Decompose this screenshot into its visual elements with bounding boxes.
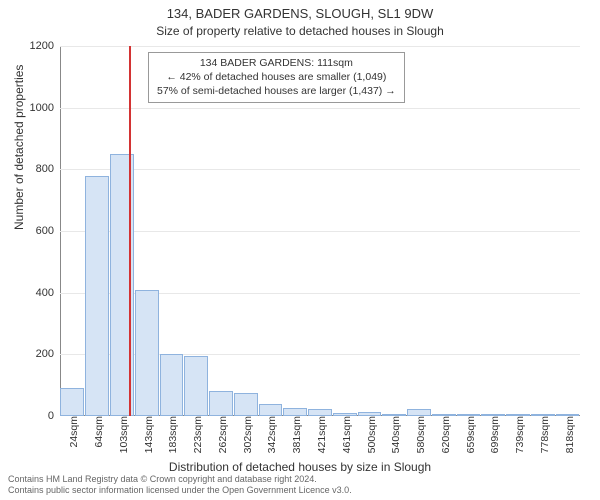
- histogram-bar: [160, 354, 184, 416]
- x-tick-label: 461sqm: [337, 416, 353, 453]
- y-axis-label: Number of detached properties: [12, 65, 26, 230]
- x-axis-label: Distribution of detached houses by size …: [0, 460, 600, 474]
- footer-line-2: Contains public sector information licen…: [8, 485, 352, 496]
- info-box: 134 BADER GARDENS: 111sqm ← 42% of detac…: [148, 52, 405, 103]
- histogram-bar: [308, 409, 332, 416]
- highlight-line: [129, 46, 131, 416]
- info-line-1: 134 BADER GARDENS: 111sqm: [157, 56, 396, 70]
- x-tick-label: 540sqm: [386, 416, 402, 453]
- histogram-bar: [234, 393, 258, 416]
- x-tick-label: 302sqm: [238, 416, 254, 453]
- histogram-bar: [283, 408, 307, 416]
- gridline: [60, 46, 580, 47]
- histogram-bar: [85, 176, 109, 417]
- info-line-2: ← 42% of detached houses are smaller (1,…: [157, 70, 396, 84]
- plot-area: 02004006008001000120024sqm64sqm103sqm143…: [60, 46, 580, 416]
- x-tick-label: 500sqm: [362, 416, 378, 453]
- x-tick-label: 739sqm: [510, 416, 526, 453]
- x-tick-label: 143sqm: [139, 416, 155, 453]
- page-subtitle: Size of property relative to detached ho…: [0, 24, 600, 38]
- y-tick-label: 800: [36, 163, 60, 175]
- x-tick-label: 64sqm: [89, 416, 105, 448]
- footer: Contains HM Land Registry data © Crown c…: [8, 474, 352, 496]
- x-tick-label: 699sqm: [485, 416, 501, 453]
- y-tick-label: 400: [36, 287, 60, 299]
- info-line-3: 57% of semi-detached houses are larger (…: [157, 84, 396, 98]
- histogram-bar: [407, 409, 431, 416]
- histogram-bar: [184, 356, 208, 416]
- x-tick-label: 103sqm: [114, 416, 130, 453]
- histogram-bar: [135, 290, 159, 416]
- x-tick-label: 24sqm: [64, 416, 80, 448]
- histogram-bar: [259, 404, 283, 416]
- footer-line-1: Contains HM Land Registry data © Crown c…: [8, 474, 352, 485]
- x-tick-label: 262sqm: [213, 416, 229, 453]
- x-tick-label: 421sqm: [312, 416, 328, 453]
- gridline: [60, 231, 580, 232]
- x-tick-label: 342sqm: [262, 416, 278, 453]
- x-tick-label: 580sqm: [411, 416, 427, 453]
- y-tick-label: 1200: [30, 40, 60, 52]
- x-tick-label: 659sqm: [461, 416, 477, 453]
- x-tick-label: 183sqm: [163, 416, 179, 453]
- gridline: [60, 169, 580, 170]
- x-tick-label: 620sqm: [436, 416, 452, 453]
- y-tick-label: 200: [36, 348, 60, 360]
- x-tick-label: 381sqm: [287, 416, 303, 453]
- chart-container: { "header": { "title": "134, BADER GARDE…: [0, 0, 600, 500]
- y-tick-label: 600: [36, 225, 60, 237]
- x-tick-label: 818sqm: [560, 416, 576, 453]
- page-title: 134, BADER GARDENS, SLOUGH, SL1 9DW: [0, 6, 600, 21]
- x-tick-label: 778sqm: [535, 416, 551, 453]
- x-tick-label: 223sqm: [188, 416, 204, 453]
- histogram-bar: [60, 388, 84, 416]
- gridline: [60, 108, 580, 109]
- y-tick-label: 1000: [30, 102, 60, 114]
- histogram-bar: [209, 391, 233, 416]
- y-tick-label: 0: [48, 410, 60, 422]
